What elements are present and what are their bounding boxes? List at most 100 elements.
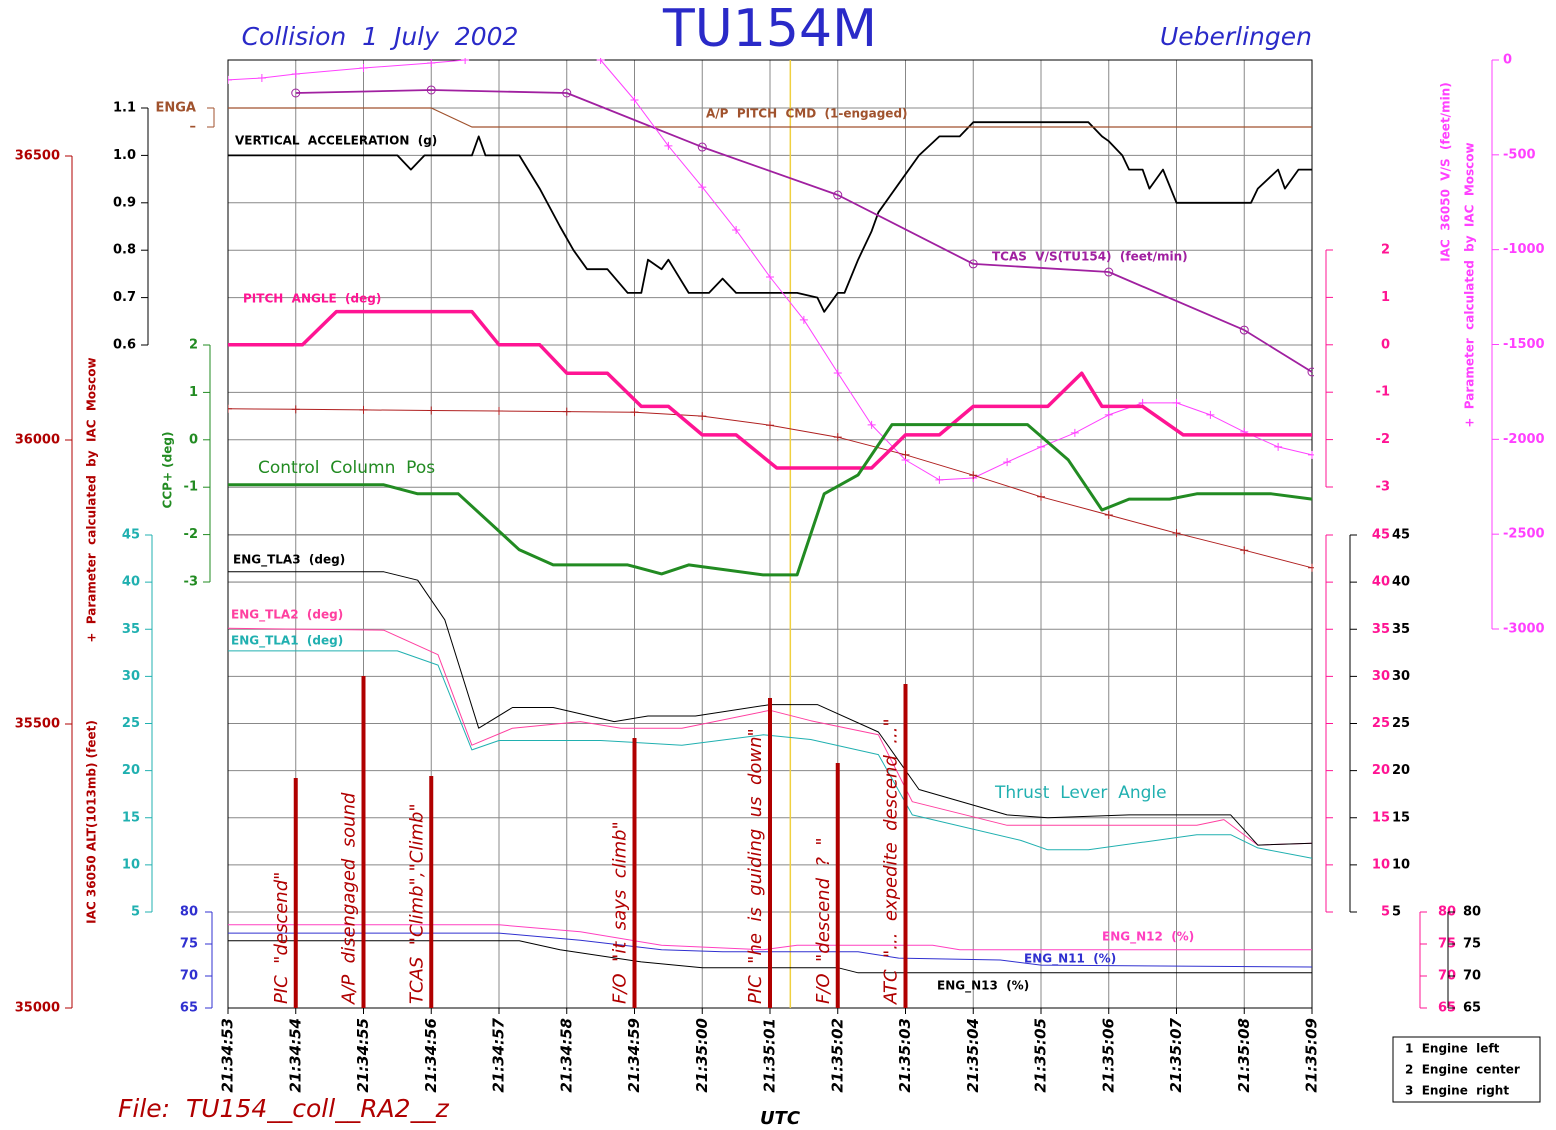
series-line bbox=[228, 932, 1313, 968]
x-tick-label: 21:35:07 bbox=[1167, 1017, 1185, 1092]
series-label: PITCH ANGLE (deg) bbox=[243, 292, 381, 306]
y-tick-label: 0 bbox=[1381, 337, 1390, 352]
note: 2 Engine center bbox=[1405, 1063, 1520, 1077]
y-tick-label: 30 bbox=[1392, 669, 1410, 684]
y-tick-label: ENGA bbox=[156, 101, 197, 116]
y-tick-label: 65 bbox=[1463, 1001, 1481, 1016]
series-line bbox=[228, 924, 1312, 951]
y-tick-label: 2 bbox=[1381, 243, 1390, 258]
series-label: TCAS V/S(TU154) (feet/min) bbox=[992, 250, 1188, 264]
series-label: ENG_TLA2 (deg) bbox=[231, 608, 343, 623]
y-tick-label: 0.6 bbox=[113, 338, 136, 353]
event-bar bbox=[903, 684, 908, 1008]
y-tick-label: 15 bbox=[122, 810, 140, 825]
point bbox=[562, 88, 572, 98]
notes-box bbox=[1392, 1036, 1541, 1103]
y-tick-label: -2 bbox=[184, 527, 198, 542]
point bbox=[359, 63, 368, 72]
point bbox=[935, 475, 944, 484]
y-tick-label: 65 bbox=[1438, 1001, 1456, 1016]
series-label: VERTICAL ACCELERATION (g) bbox=[235, 134, 437, 148]
point bbox=[427, 59, 436, 68]
y-tick-label: 75 bbox=[1463, 937, 1481, 952]
y-tick-label: 0 bbox=[189, 432, 198, 447]
series-label: ENG_N13 (%) bbox=[937, 979, 1029, 994]
x-tick-label: 21:35:06 bbox=[1099, 1018, 1117, 1093]
y-tick-label: 20 bbox=[1392, 763, 1410, 778]
series-line bbox=[228, 121, 1312, 313]
x-tick-label: 21:34:55 bbox=[354, 1018, 372, 1093]
y-tick-label: -3 bbox=[1376, 480, 1390, 495]
point bbox=[1239, 325, 1249, 335]
y-tick-label: 70 bbox=[180, 969, 198, 984]
point bbox=[732, 225, 741, 234]
series-line bbox=[228, 309, 1312, 470]
x-tick-label: 21:35:09 bbox=[1303, 1018, 1321, 1093]
point bbox=[1172, 529, 1181, 538]
y-tick-label: 0 bbox=[1503, 53, 1512, 68]
x-tick-label: 21:34:58 bbox=[557, 1018, 575, 1093]
point bbox=[698, 412, 707, 421]
y-axis-label: + Parameter calculated by IAC Moscow bbox=[85, 357, 99, 642]
y-tick-label: 15 bbox=[1392, 810, 1410, 825]
y-tick-label: 10 bbox=[1372, 857, 1390, 872]
y-tick-label: -1 bbox=[184, 480, 198, 495]
point bbox=[426, 85, 436, 95]
point bbox=[291, 88, 301, 98]
series-line bbox=[228, 423, 1313, 577]
point bbox=[901, 450, 910, 459]
y-tick-label: -1000 bbox=[1503, 242, 1545, 257]
point bbox=[766, 421, 774, 430]
event-bar bbox=[361, 676, 366, 1008]
y-tick-label: 35500 bbox=[15, 717, 60, 732]
x-tick-label: 21:35:01 bbox=[761, 1018, 779, 1093]
subtitle: Collision 1 July 2002 bbox=[242, 22, 519, 51]
event-bar bbox=[632, 738, 637, 1008]
series-line bbox=[228, 571, 1313, 846]
event-bar bbox=[835, 763, 840, 1008]
y-tick-label: -500 bbox=[1503, 147, 1536, 162]
y-tick-label: -1 bbox=[1376, 385, 1390, 400]
y-tick-label: -3 bbox=[184, 575, 198, 590]
event-bar bbox=[768, 698, 772, 1008]
y-tick-label: -2 bbox=[1376, 432, 1390, 447]
point bbox=[833, 368, 842, 377]
point bbox=[495, 407, 503, 416]
y-tick-label: -1500 bbox=[1503, 337, 1545, 352]
note: 1 Engine left bbox=[1405, 1042, 1500, 1056]
y-tick-label: 20 bbox=[1372, 763, 1390, 778]
x-tick-label: 21:34:57 bbox=[490, 1017, 508, 1092]
point bbox=[257, 74, 266, 83]
point bbox=[1274, 442, 1283, 451]
y-tick-label: -2500 bbox=[1503, 527, 1545, 542]
series-label: Control Column Pos bbox=[258, 458, 435, 478]
point bbox=[1308, 563, 1314, 572]
y-tick-label: 0.8 bbox=[113, 243, 136, 258]
y-axis-label: CCP+ (deg) bbox=[161, 432, 175, 509]
event-label: PIC "he is guiding us down" bbox=[745, 728, 766, 1004]
point bbox=[766, 272, 774, 281]
point bbox=[1104, 267, 1114, 277]
y-tick-label: 45 bbox=[122, 528, 140, 543]
y-tick-label: 40 bbox=[122, 575, 140, 590]
series-line bbox=[295, 89, 1313, 373]
y-tick-label: 30 bbox=[1372, 669, 1390, 684]
event-label: F/O "it says climb" bbox=[610, 821, 631, 1004]
x-axis-label: UTC bbox=[760, 1108, 801, 1129]
y-tick-label: 65 bbox=[180, 1001, 198, 1016]
y-tick-label: 1 bbox=[189, 385, 198, 400]
point bbox=[228, 404, 232, 413]
y-tick-label: 80 bbox=[180, 905, 198, 920]
event-label: ATC "... expedite descend ..." bbox=[881, 718, 902, 1005]
point bbox=[1037, 442, 1045, 451]
y-tick-label: 5 bbox=[1381, 905, 1390, 920]
point bbox=[833, 190, 843, 200]
y-tick-label: 1.0 bbox=[113, 148, 136, 163]
series-label: ENG_N11 (%) bbox=[1024, 952, 1116, 967]
y-tick-label: 35000 bbox=[15, 1001, 60, 1016]
point bbox=[1104, 410, 1113, 419]
y-tick-label: 40 bbox=[1372, 575, 1390, 590]
event-label: TCAS "Climb","Climb" bbox=[406, 803, 427, 1004]
x-tick-label: 21:34:59 bbox=[625, 1018, 643, 1093]
